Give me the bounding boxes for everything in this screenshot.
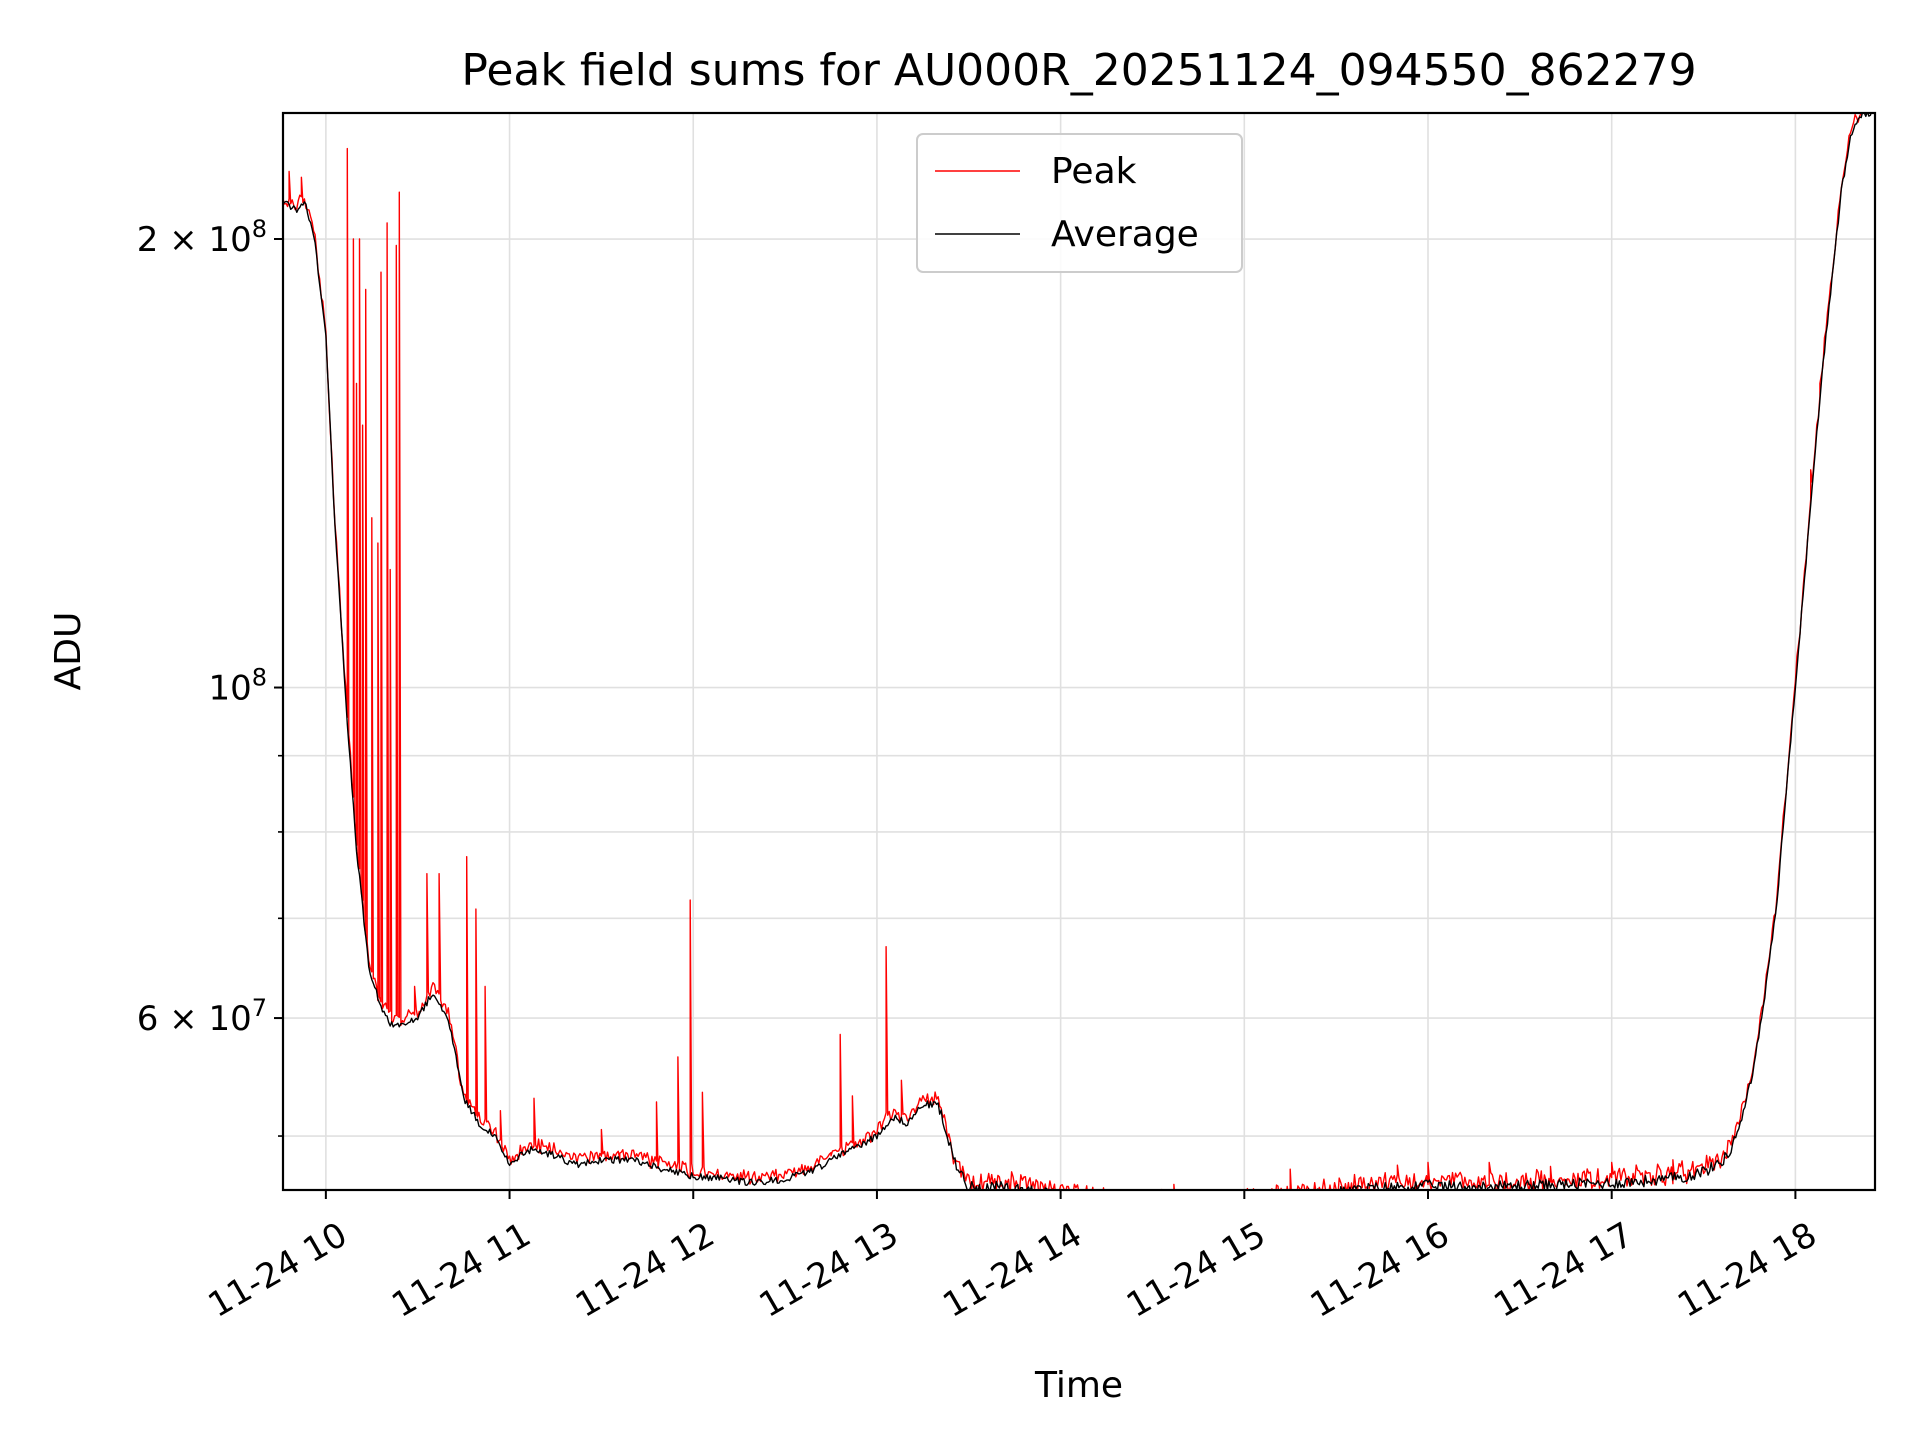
series-layer: [283, 113, 1875, 1190]
series-line-average: [283, 113, 1875, 1190]
y-axis: 2 × 108 108 6 × 107: [137, 215, 283, 1137]
chart-title: Peak field sums for AU000R_20251124_0945…: [461, 45, 1696, 96]
y-tick-label: 6 × 107: [137, 994, 267, 1039]
y-tick-label: 108: [208, 664, 267, 709]
legend-label-average: Average: [1051, 214, 1199, 255]
legend-box: [916, 133, 1243, 273]
y-axis-label: ADU: [48, 612, 89, 691]
x-axis-label: Time: [1034, 1365, 1123, 1406]
plot-frame: [281, 111, 1877, 1192]
y-tick-label: 2 × 108: [137, 215, 267, 260]
legend: Peak Average: [916, 133, 1243, 273]
legend-label-peak: Peak: [1051, 151, 1137, 192]
